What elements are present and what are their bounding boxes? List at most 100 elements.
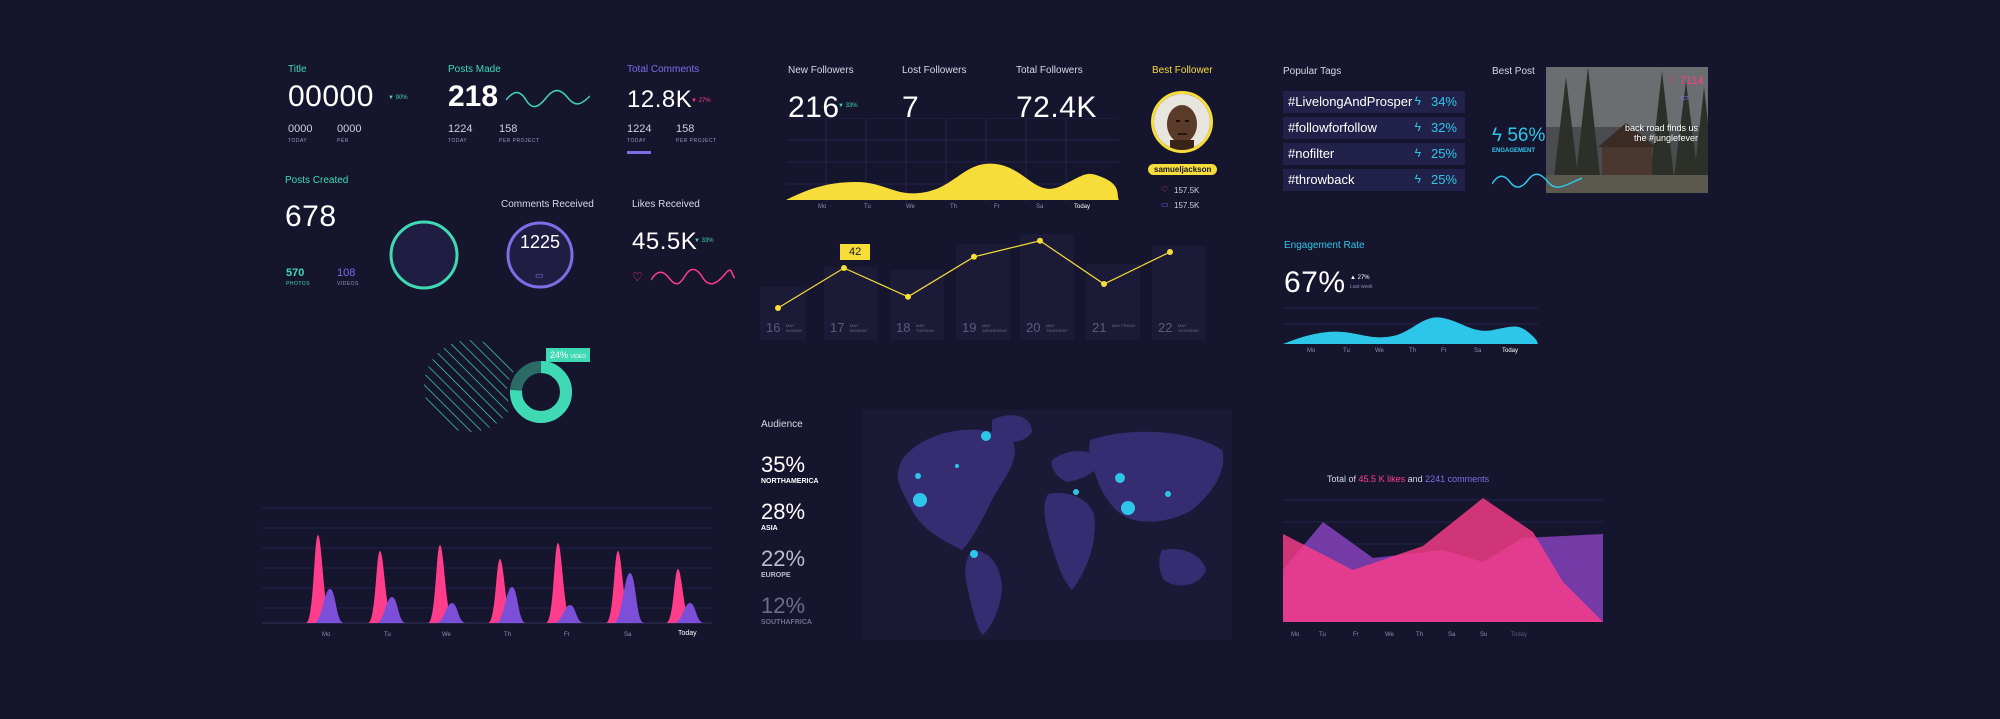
best-follower-name[interactable]: samueljackson xyxy=(1148,164,1218,175)
comments-peak xyxy=(674,603,704,623)
audience-region-4: 12% SOUTHAFRICA xyxy=(761,593,812,626)
comments-peak xyxy=(376,597,406,623)
peaks-day-fr: Fr xyxy=(564,632,570,638)
weekly-point-21[interactable] xyxy=(1101,281,1107,287)
weekly-point-17[interactable] xyxy=(841,265,847,271)
total-comments-sub2: 158 xyxy=(676,123,695,135)
followers-day-sa: Sa xyxy=(1036,204,1044,210)
forest-cabin-photo-icon xyxy=(1546,67,1708,193)
comments-peak xyxy=(436,603,466,623)
peaks-day-tu: Tu xyxy=(384,632,391,638)
engagement-change-value: 27% xyxy=(1357,275,1370,281)
week-col-20[interactable] xyxy=(1020,234,1074,340)
best-post-engagement-label: ENGAGEMENT xyxy=(1492,148,1536,154)
bolt-icon: ϟ xyxy=(1414,120,1421,134)
weekly-point-16[interactable] xyxy=(775,305,781,311)
region-pct: 35% xyxy=(761,452,806,477)
best-follower-avatar[interactable] xyxy=(1151,91,1213,153)
area-day-6: Sa xyxy=(1448,632,1456,638)
total-comments-underline xyxy=(627,151,651,154)
eng-day-mo: Mo xyxy=(1307,348,1316,354)
area-day-1: Mo xyxy=(1291,632,1300,638)
likes-received-change: ▼ 33% xyxy=(694,238,714,244)
tag-row-4[interactable]: #throwback ϟ 25% xyxy=(1283,169,1465,191)
followers-area-chart xyxy=(786,118,1119,202)
region-name: ASIA xyxy=(761,525,778,532)
tag-percent: 25% xyxy=(1430,172,1457,187)
video-donut-chart xyxy=(424,340,575,432)
region-name: EUROPE xyxy=(761,572,791,579)
comment-icon: ▭ xyxy=(535,270,544,280)
region-pct: 28% xyxy=(761,499,806,524)
world-map xyxy=(862,410,1232,640)
new-followers-label: New Followers xyxy=(788,65,854,76)
total-comments-sub2-label: PER PROJECT xyxy=(676,138,717,144)
likes-peak xyxy=(546,543,572,623)
likes-comments-area-chart xyxy=(1283,498,1603,622)
peaks-day-sa: Sa xyxy=(624,632,632,638)
posts-made-sub1: 1224 xyxy=(448,123,473,135)
peaks-day-axis: Mo Tu We Th Fr Sa Today xyxy=(262,630,712,642)
bolt-icon: ϟ xyxy=(1414,94,1421,108)
best-post-caption: back road finds us the #junglefever xyxy=(1625,123,1698,143)
lost-followers-value: 7 xyxy=(902,91,920,124)
posts-made-sparkline xyxy=(506,89,590,108)
engagement-area-chart xyxy=(1283,307,1538,344)
week-col-21[interactable] xyxy=(1086,264,1140,340)
videos-count: 108 xyxy=(337,267,356,279)
weekly-day-num: 22 xyxy=(1158,320,1173,335)
eng-day-today: Today xyxy=(1502,348,1519,354)
weekly-day-sub: MAY WEDNESDAY xyxy=(982,323,1008,333)
weekly-day-num: 21 xyxy=(1092,320,1107,335)
area-title-comments: 2241 comments xyxy=(1425,474,1490,484)
world-map-icon xyxy=(897,415,1224,635)
follower-comment-icon: ▭ xyxy=(1161,200,1169,209)
weekly-day-num: 18 xyxy=(896,320,911,335)
area-day-3: Fr xyxy=(1353,632,1359,638)
week-col-22[interactable] xyxy=(1152,246,1206,340)
tag-row-1[interactable]: #LivelongAndProsper ϟ 34% xyxy=(1283,91,1465,113)
comments-peak xyxy=(614,573,644,623)
tag-percent: 34% xyxy=(1430,94,1457,109)
tag-name: #nofilter xyxy=(1288,146,1335,161)
title-stat-label: Title xyxy=(288,64,307,75)
tag-row-2[interactable]: #followforfollow ϟ 32% xyxy=(1283,117,1465,139)
total-comments-change: ▼ 27% xyxy=(691,98,711,104)
followers-day-th: Th xyxy=(950,204,958,210)
photos-label: PHOTOS xyxy=(286,281,311,287)
tag-name: #followforfollow xyxy=(1288,120,1377,135)
weekly-day-sub: MAY THURSDAY xyxy=(1046,323,1068,333)
tag-row-3[interactable]: #nofilter ϟ 25% xyxy=(1283,143,1465,165)
best-post-sparkline xyxy=(1492,173,1582,188)
region-pct: 12% xyxy=(761,593,806,618)
total-comments-sub1: 1224 xyxy=(627,123,652,135)
title-sub1: 0000 xyxy=(288,123,313,135)
peaks-day-today: Today xyxy=(678,630,697,637)
best-post-label: Best Post xyxy=(1492,66,1535,77)
posts-made-label: Posts Made xyxy=(448,64,501,75)
best-follower-label: Best Follower xyxy=(1152,65,1213,76)
bolt-icon: ϟ xyxy=(1414,146,1421,160)
region-pct: 22% xyxy=(761,546,806,571)
week-col-19[interactable] xyxy=(956,244,1010,340)
comments-received-label: Comments Received xyxy=(501,199,594,210)
eng-day-we: We xyxy=(1375,348,1384,354)
video-donut-tooltip: 24% VIDEO xyxy=(546,348,591,362)
follower-heart-icon: ♡ xyxy=(1161,185,1169,194)
audience-region-1: 35% NORTHAMERICA xyxy=(761,452,819,485)
weekly-point-22[interactable] xyxy=(1167,249,1173,255)
total-comments-sub1-label: TODAY xyxy=(627,138,647,144)
comments-peak xyxy=(554,605,584,623)
weekly-day-num: 17 xyxy=(830,320,845,335)
weekly-point-19[interactable] xyxy=(971,253,977,260)
best-post-image[interactable]: back road finds us the #junglefever xyxy=(1546,67,1708,193)
posts-made-sub1-label: TODAY xyxy=(448,138,468,144)
comments-received-ring xyxy=(506,221,574,289)
best-follower-comments: 157.5K xyxy=(1174,201,1200,210)
weekly-point-18[interactable] xyxy=(905,293,911,300)
engagement-rate-value: 67% xyxy=(1284,266,1346,299)
weekly-point-20[interactable] xyxy=(1037,237,1043,244)
likes-received-value: 45.5K xyxy=(632,228,698,255)
weekly-day-sub: MAY MONDAY xyxy=(850,323,868,333)
week-col-18[interactable] xyxy=(890,270,944,340)
